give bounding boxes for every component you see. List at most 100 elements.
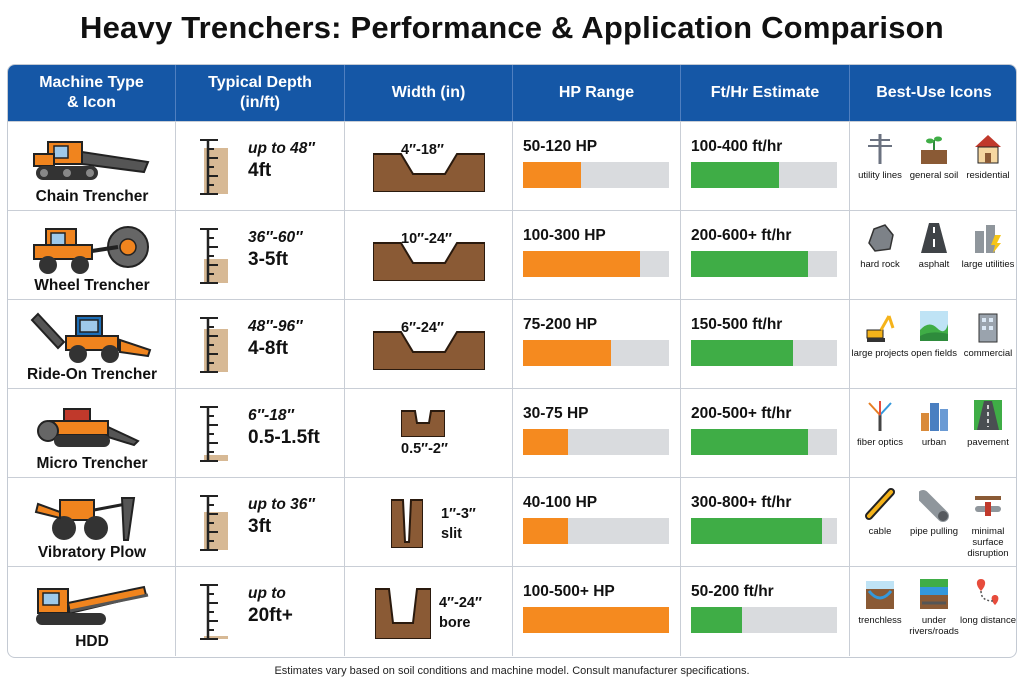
city-icon [921, 403, 948, 431]
hdd-drill-icon [30, 573, 154, 631]
best-use-item: utility lines [854, 130, 906, 206]
best-use-label: trenchless [858, 615, 902, 626]
best-use-label: cable [868, 526, 892, 537]
table-header: Machine Type & Icon Typical Depth (in/ft… [8, 65, 1016, 121]
trench-profile-icon [390, 496, 424, 553]
speed-estimate-label: 50-200 ft/hr [691, 583, 774, 600]
best-use-label: general soil [909, 170, 959, 181]
depth-range-inches: 36″-60″ [248, 229, 303, 246]
depth-cell: up to 48″ 4ft [176, 122, 345, 211]
hp-range-label: 75-200 HP [523, 316, 598, 333]
machine-cell: HDD [8, 567, 176, 656]
best-use-label: hard rock [860, 259, 900, 270]
depth-range-inches: up to 48″ [248, 140, 315, 157]
table-row: Ride-On Trencher 48″-96″ 4-8ft 6″-24″ 75-20… [8, 299, 1016, 389]
hp-cell: 100-300 HP [513, 211, 681, 300]
table-row: HDD up to 20ft+ 4″-24″ bore 100-500+ HP 50-2… [8, 566, 1016, 656]
road-icon [921, 223, 947, 253]
best-use-item: pavement [962, 397, 1014, 473]
best-use-cell: cable pipe pulling minimal surface disrupt… [850, 478, 1016, 567]
machine-name: Vibratory Plow [37, 544, 147, 561]
hp-bar-track [523, 607, 669, 633]
depth-range-inches: 6″-18″ [248, 407, 294, 424]
fiber-optic-icon [868, 401, 892, 431]
speed-estimate-label: 100-400 ft/hr [691, 138, 783, 155]
depth-cell: up to 20ft+ [176, 567, 345, 656]
machine-name: HDD [75, 633, 109, 650]
best-use-item: hard rock [854, 219, 906, 295]
wheel-trencher-icon [30, 217, 154, 275]
power-plant-icon [975, 225, 1001, 253]
best-use-item: minimal surface disruption [962, 486, 1014, 562]
pipe-icon [919, 490, 949, 522]
best-use-label: utility lines [858, 170, 902, 181]
width-value: 0.5″-2″ [401, 441, 448, 457]
machine-cell: Wheel Trencher [8, 211, 176, 300]
speed-cell: 100-400 ft/hr [681, 122, 850, 211]
soil-plant-icon [921, 136, 947, 164]
trench-profile-icon [372, 140, 486, 197]
header-machine-type: Machine Type & Icon [8, 65, 176, 121]
header-ft-hr: Ft/Hr Estimate [681, 65, 850, 121]
hp-bar-fill [523, 251, 640, 277]
best-use-item: under rivers/roads [908, 575, 960, 651]
page-title: Heavy Trenchers: Performance & Applicati… [80, 10, 944, 45]
speed-bar-track [691, 340, 837, 366]
machine-name: Chain Trencher [35, 188, 149, 205]
speed-cell: 200-500+ ft/hr [681, 389, 850, 478]
hp-cell: 50-120 HP [513, 122, 681, 211]
speed-bar-track [691, 429, 837, 455]
depth-cell: 6″-18″ 0.5-1.5ft [176, 389, 345, 478]
header-best-use: Best-Use Icons [876, 84, 992, 101]
table-row: Chain Trencher up to 48″ 4ft 4″-18″ 50-120 … [8, 121, 1016, 211]
hp-bar-fill [523, 429, 569, 455]
depth-cell: up to 36″ 3ft [176, 478, 345, 567]
speed-bar-fill [691, 340, 794, 366]
machine-name: Micro Trencher [36, 455, 148, 472]
depth-ruler-icon [198, 492, 242, 554]
depth-ruler-icon [198, 403, 242, 465]
speed-estimate-label: 300-800+ ft/hr [691, 494, 792, 511]
depth-range-inches: up to 36″ [248, 496, 315, 513]
hp-bar-fill [523, 607, 669, 633]
hp-range-label: 100-300 HP [523, 227, 606, 244]
cable-icon [865, 488, 895, 520]
width-cell: 6″-24″ [345, 300, 513, 389]
best-use-item: large utilities [962, 219, 1014, 295]
trench-profile-icon [400, 407, 446, 442]
hp-bar-track [523, 340, 669, 366]
hp-bar-track [523, 251, 669, 277]
hp-bar-track [523, 162, 669, 188]
trench-profile-icon [374, 583, 432, 644]
depth-cell: 36″-60″ 3-5ft [176, 211, 345, 300]
best-use-item: pipe pulling [908, 486, 960, 562]
hp-bar-track [523, 518, 669, 544]
machine-name: Ride-On Trencher [26, 366, 158, 383]
speed-bar-track [691, 162, 837, 188]
table-row: Micro Trencher 6″-18″ 0.5-1.5ft 0.5″-2″ 30-… [8, 388, 1016, 478]
hp-range-label: 30-75 HP [523, 405, 589, 422]
depth-range-feet: 3ft [248, 516, 272, 537]
speed-cell: 50-200 ft/hr [681, 567, 850, 656]
speed-cell: 300-800+ ft/hr [681, 478, 850, 567]
field-icon [920, 311, 948, 341]
pavement-icon [974, 400, 1002, 430]
excavator-icon [866, 315, 895, 342]
house-icon [975, 135, 1001, 164]
best-use-label: fiber optics [857, 437, 903, 448]
best-use-label: open fields [911, 348, 957, 359]
best-use-label: under rivers/roads [909, 615, 959, 637]
best-use-item: trenchless [854, 575, 906, 651]
micro-trencher-icon [30, 395, 154, 453]
speed-cell: 150-500 ft/hr [681, 300, 850, 389]
machine-name: Wheel Trencher [34, 277, 150, 294]
hp-bar-fill [523, 518, 569, 544]
office-building-icon [978, 313, 998, 343]
best-use-item: long distance [960, 575, 1016, 651]
comparison-table: Machine Type & Icon Typical Depth (in/ft… [7, 64, 1017, 658]
depth-range-inches: up to [248, 585, 286, 602]
best-use-label: large utilities [961, 259, 1015, 270]
depth-range-feet: 20ft+ [248, 605, 293, 626]
best-use-cell: trenchless under rivers/roads long distanc… [850, 567, 1016, 656]
header-width: Width (in) [345, 65, 513, 121]
